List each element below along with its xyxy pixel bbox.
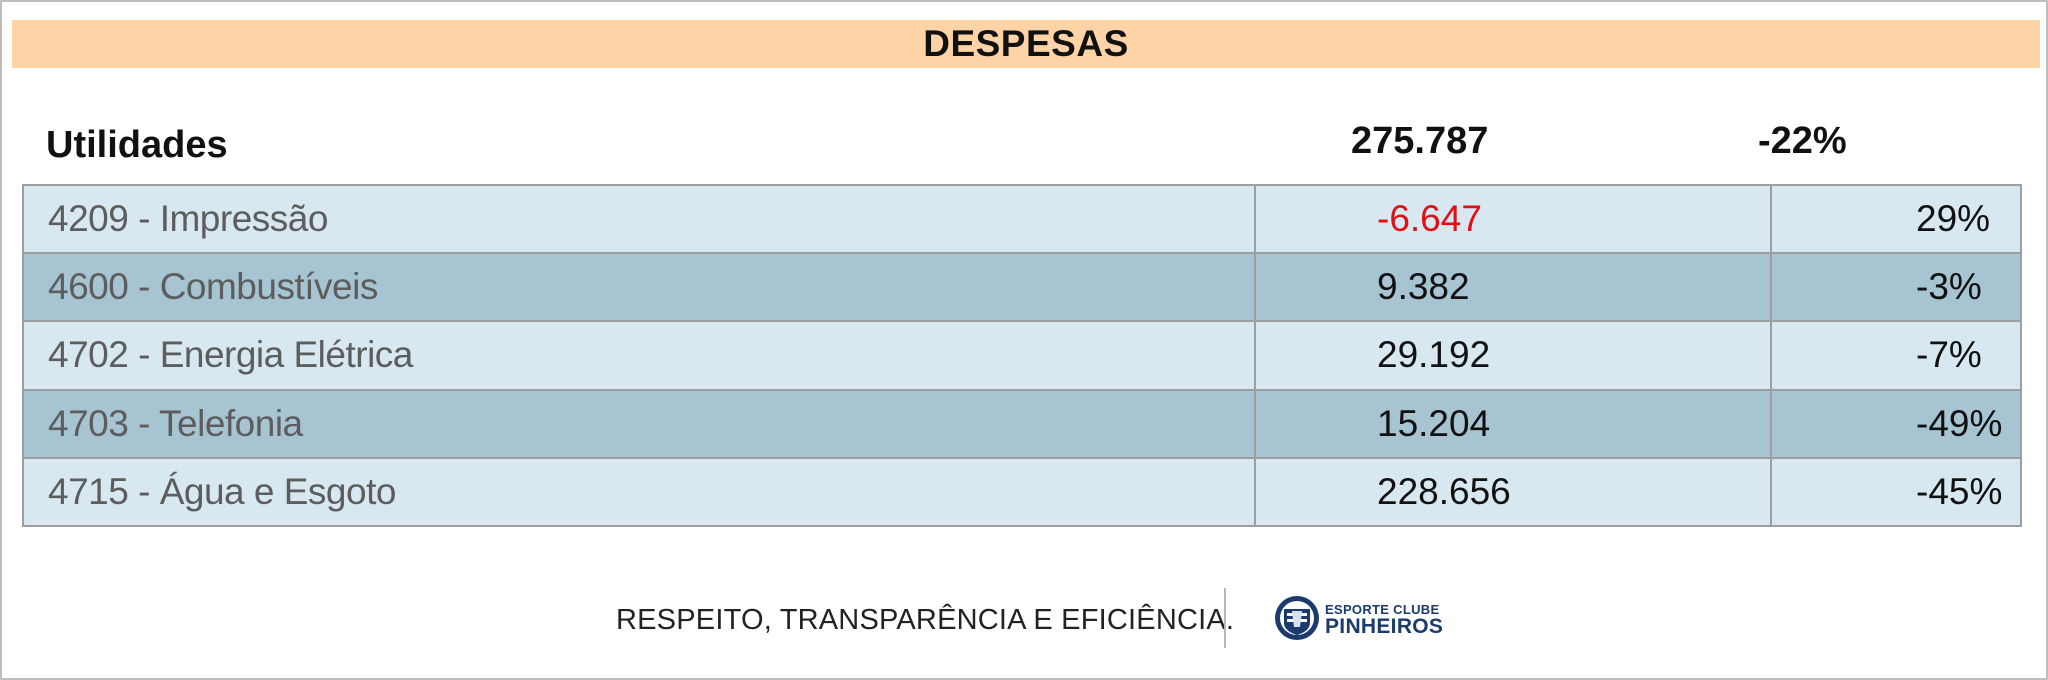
table-row: 4715 - Água e Esgoto 228.656 -45% [22, 456, 2022, 528]
table-row: 4600 - Combustíveis 9.382 -3% [22, 252, 2022, 323]
row-percent: -49% [1770, 388, 2022, 459]
row-percent: -45% [1770, 456, 2022, 528]
brand-top-text: ESPORTE CLUBE [1325, 602, 1440, 617]
summary-value: 275.787 [1351, 120, 1489, 162]
club-crest-icon [1275, 596, 1319, 640]
footer-divider [1224, 588, 1226, 648]
summary-label: Utilidades [46, 124, 228, 166]
row-account: 4600 - Combustíveis [22, 252, 1256, 323]
brand-name: PINHEIROS [1325, 615, 1444, 638]
expense-table: 4209 - Impressão -6.647 29% 4600 - Combu… [22, 183, 2022, 528]
row-value: -6.647 [1254, 183, 1772, 255]
title-bar: DESPESAS [12, 20, 2040, 68]
summary-percent: -22% [1758, 120, 1847, 162]
row-account: 4209 - Impressão [22, 183, 1256, 255]
table-row: 4702 - Energia Elétrica 29.192 -7% [22, 320, 2022, 391]
footer-tagline: RESPEITO, TRANSPARÊNCIA E EFICIÊNCIA. [616, 604, 1235, 636]
row-percent: 29% [1770, 183, 2022, 255]
row-percent: -7% [1770, 320, 2022, 391]
row-account: 4703 - Telefonia [22, 388, 1256, 459]
table-row: 4209 - Impressão -6.647 29% [22, 183, 2022, 255]
row-percent: -3% [1770, 252, 2022, 323]
row-value-negative: -6.647 [1377, 198, 1482, 240]
row-value: 15.204 [1254, 388, 1772, 459]
row-account: 4702 - Energia Elétrica [22, 320, 1256, 391]
row-value: 9.382 [1254, 252, 1772, 323]
summary-row: Utilidades 275.787 -22% [2, 114, 2048, 174]
table-row: 4703 - Telefonia 15.204 -49% [22, 388, 2022, 459]
page-title: DESPESAS [923, 23, 1129, 64]
row-value: 29.192 [1254, 320, 1772, 391]
footer: RESPEITO, TRANSPARÊNCIA E EFICIÊNCIA. ES… [2, 586, 2048, 648]
row-value: 228.656 [1254, 456, 1772, 528]
row-account: 4715 - Água e Esgoto [22, 456, 1256, 528]
